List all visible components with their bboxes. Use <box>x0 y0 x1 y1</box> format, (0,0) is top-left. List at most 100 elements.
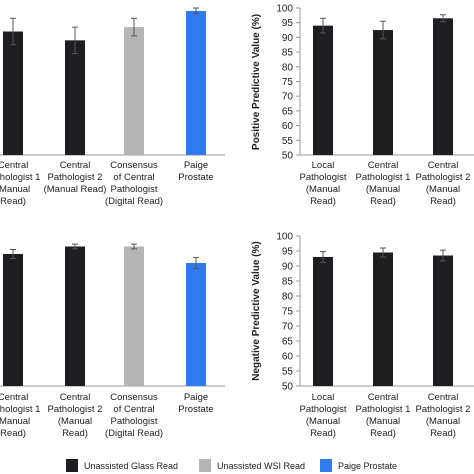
category-label-line: Pathologist <box>110 184 157 195</box>
bar <box>186 263 206 386</box>
y-tick-label: 95 <box>282 18 294 29</box>
category-label-line: (Manual <box>306 184 340 195</box>
legend-item: Unassisted WSI Read <box>199 459 305 472</box>
legend-swatch <box>199 459 211 472</box>
y-axis-title: Positive Predictive Value (%) <box>251 14 262 150</box>
category-label-line: Read) <box>310 428 336 439</box>
category-label-line: of Central <box>113 404 154 415</box>
category-label: Local Pathologist (Manual Read) <box>299 392 346 439</box>
category-label-line: Prostate <box>178 404 213 415</box>
category-label-line: Paige <box>184 160 208 171</box>
y-tick-label: 70 <box>282 322 294 333</box>
y-tick-label: 70 <box>282 92 294 103</box>
category-label-line: Pathologist 2 <box>48 404 103 415</box>
legend: Unassisted Glass Read Unassisted WSI Read… <box>66 459 397 472</box>
category-label-line: (Manual <box>306 416 340 427</box>
category-label: Paige Prostate <box>178 392 213 415</box>
category-label-line: Central <box>428 392 459 403</box>
category-label-line: (Manual <box>426 184 460 195</box>
category-label: Consensus of Central Pathologist (Digital R… <box>105 160 163 207</box>
category-label-line: Read) <box>370 196 396 207</box>
bar <box>313 257 333 386</box>
category-label-line: Pathologist <box>299 172 346 183</box>
legend-label: Unassisted Glass Read <box>84 461 178 471</box>
bar <box>3 254 23 386</box>
legend-swatch <box>66 459 78 472</box>
bar <box>124 246 144 386</box>
category-label-line: Pathologist <box>299 404 346 415</box>
category-label-line: Read) <box>310 196 336 207</box>
category-label-line: Pathologist 1 <box>356 172 411 183</box>
category-label-line: (Manual <box>426 416 460 427</box>
category-label-line: Pathologist 2 <box>416 172 471 183</box>
bar <box>65 40 85 156</box>
bar <box>313 25 333 155</box>
category-label-line: Paige <box>184 392 208 403</box>
y-tick-label: 75 <box>282 307 294 318</box>
category-label-line: Prostate <box>178 172 213 183</box>
y-tick-label: 95 <box>282 247 294 258</box>
y-tick-label: 50 <box>282 382 294 393</box>
y-tick-label: 55 <box>282 367 294 378</box>
bar <box>433 255 453 386</box>
category-label-line: (Manual <box>58 416 92 427</box>
category-label-line: (Manual <box>0 416 30 427</box>
category-label-line: Central <box>0 160 28 171</box>
y-tick-label: 100 <box>276 4 293 15</box>
category-label-line: (Digital Read) <box>105 428 163 439</box>
category-label-line: of Central <box>113 172 154 183</box>
y-tick-label: 100 <box>276 232 293 243</box>
y-tick-label: 85 <box>282 277 294 288</box>
category-label: Paige Prostate <box>178 160 213 183</box>
category-label-line: Local <box>312 160 335 171</box>
category-label-line: Consensus <box>110 392 158 403</box>
legend-label: Unassisted WSI Read <box>217 461 305 471</box>
bar <box>65 246 85 386</box>
bar <box>124 27 144 155</box>
category-label-line: Central <box>0 392 28 403</box>
y-tick-label: 60 <box>282 121 294 132</box>
y-tick-label: 50 <box>282 151 294 162</box>
y-tick-label: 65 <box>282 337 294 348</box>
category-label-line: Read) <box>430 196 456 207</box>
legend-item: Unassisted Glass Read <box>66 459 178 472</box>
category-label-line: Pathologist 2 <box>48 172 103 183</box>
category-label-line: Central <box>60 392 91 403</box>
category-label-line: (Manual <box>366 416 400 427</box>
category-label: Central Pathologist 2 (Manual Read) <box>48 392 103 439</box>
y-tick-label: 75 <box>282 77 294 88</box>
category-label-line: Pathologist <box>110 416 157 427</box>
category-label-line: (Digital Read) <box>105 196 163 207</box>
category-label-line: Pathologist 1 <box>356 404 411 415</box>
category-label-line: Local <box>312 392 335 403</box>
category-label-line: Central <box>428 160 459 171</box>
y-tick-label: 90 <box>282 262 294 273</box>
category-label: Central Pathologist 2 (Manual Read) <box>416 160 471 207</box>
y-tick-label: 60 <box>282 352 294 363</box>
bar <box>186 10 206 155</box>
category-label: Local Pathologist (Manual Read) <box>299 160 346 207</box>
y-axis-title: Negative Predictive Value (%) <box>251 241 262 381</box>
bar <box>3 31 23 155</box>
legend-swatch <box>320 459 332 472</box>
y-tick-label: 65 <box>282 106 294 117</box>
category-label: Consensus of Central Pathologist (Digital R… <box>105 392 163 439</box>
y-tick-label: 85 <box>282 48 294 59</box>
category-label: Central Pathologist 2 (Manual Read) <box>44 160 107 195</box>
category-label-line: (Manual <box>366 184 400 195</box>
category-label-line: Read) <box>62 428 88 439</box>
category-label-line: Pathologist 2 <box>416 404 471 415</box>
legend-label: Paige Prostate <box>338 461 397 471</box>
category-label-line: Consensus <box>110 160 158 171</box>
category-label-line: Read) <box>370 428 396 439</box>
y-tick-label: 55 <box>282 136 294 147</box>
bar <box>433 18 453 156</box>
